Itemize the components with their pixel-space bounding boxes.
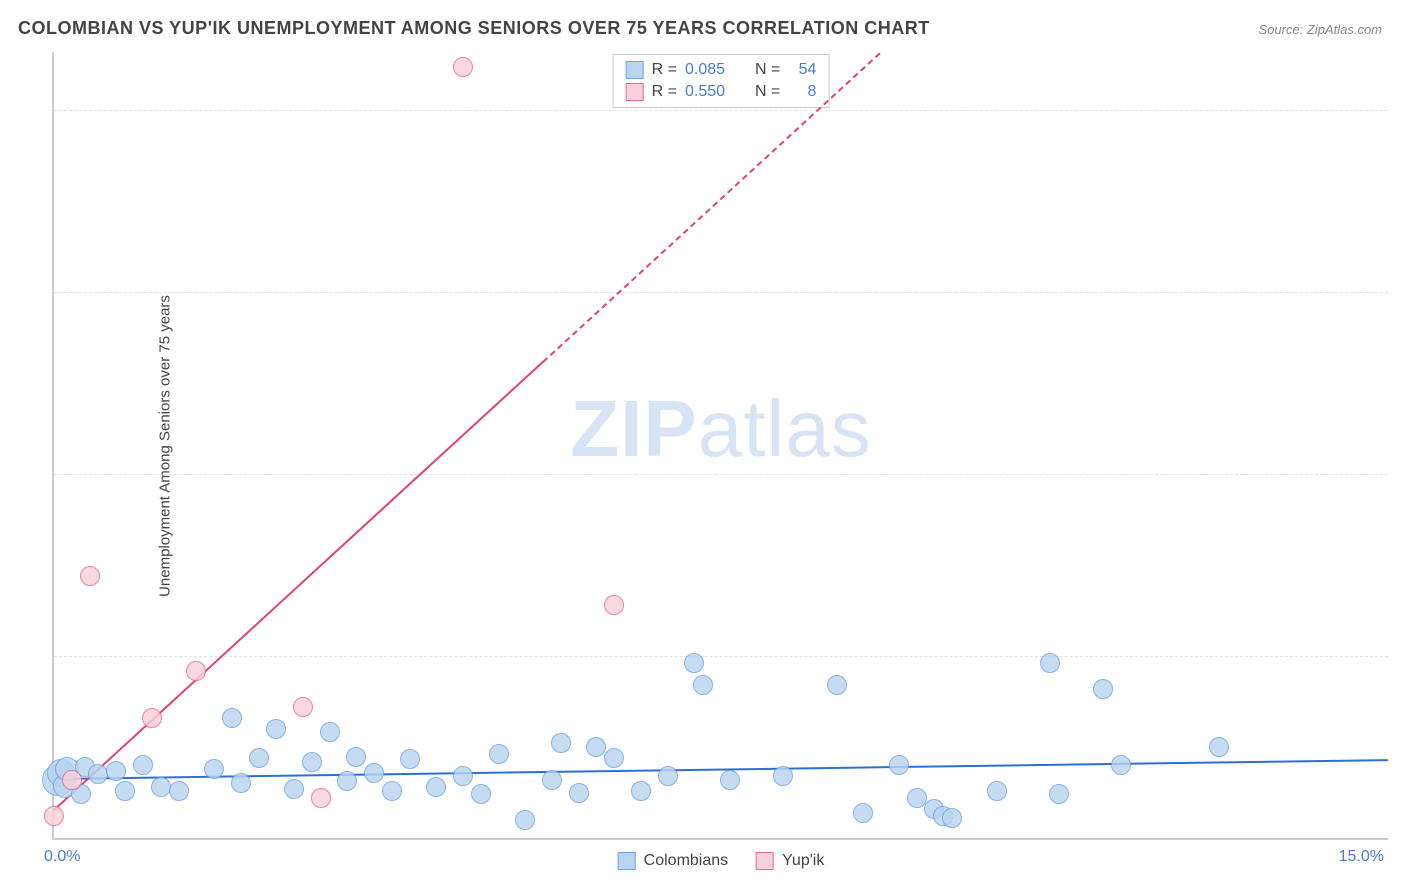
data-point xyxy=(133,755,153,775)
stats-legend: R =0.085N =54R =0.550N =8 xyxy=(613,54,830,108)
data-point xyxy=(204,759,224,779)
legend-label: Colombians xyxy=(644,852,728,870)
trend-line xyxy=(53,361,543,811)
data-point xyxy=(773,766,793,786)
y-tick-label: 50.0% xyxy=(1396,465,1406,483)
data-point xyxy=(1111,755,1131,775)
data-point xyxy=(907,788,927,808)
chart-title: COLOMBIAN VS YUP'IK UNEMPLOYMENT AMONG S… xyxy=(18,18,930,39)
legend-label: Yup'ik xyxy=(782,852,824,870)
source-attribution: Source: ZipAtlas.com xyxy=(1258,22,1382,37)
data-point xyxy=(44,806,64,826)
data-point xyxy=(231,773,251,793)
data-point xyxy=(382,781,402,801)
data-point xyxy=(471,784,491,804)
data-point xyxy=(684,653,704,673)
data-point xyxy=(364,763,384,783)
data-point xyxy=(453,57,473,77)
data-point xyxy=(311,788,331,808)
gridline xyxy=(54,474,1388,475)
data-point xyxy=(693,675,713,695)
data-point xyxy=(88,764,108,784)
data-point xyxy=(631,781,651,801)
stats-row: R =0.550N =8 xyxy=(626,81,817,103)
data-point xyxy=(80,566,100,586)
data-point xyxy=(115,781,135,801)
data-point xyxy=(942,808,962,828)
data-point xyxy=(987,781,1007,801)
stats-row: R =0.085N =54 xyxy=(626,59,817,81)
data-point xyxy=(142,708,162,728)
data-point xyxy=(266,719,286,739)
data-point xyxy=(586,737,606,757)
data-point xyxy=(62,770,82,790)
data-point xyxy=(169,781,189,801)
legend-swatch xyxy=(626,83,644,101)
legend-swatch xyxy=(756,852,774,870)
data-point xyxy=(346,747,366,767)
y-tick-label: 25.0% xyxy=(1396,647,1406,665)
data-point xyxy=(658,766,678,786)
data-point xyxy=(302,752,322,772)
data-point xyxy=(604,595,624,615)
gridline xyxy=(54,656,1388,657)
data-point xyxy=(515,810,535,830)
data-point xyxy=(151,777,171,797)
data-point xyxy=(542,770,562,790)
data-point xyxy=(320,722,340,742)
series-legend: Colombians Yup'ik xyxy=(618,852,825,870)
data-point xyxy=(1040,653,1060,673)
data-point xyxy=(1049,784,1069,804)
data-point xyxy=(1093,679,1113,699)
data-point xyxy=(827,675,847,695)
data-point xyxy=(453,766,473,786)
plot-area: ZIPatlas R =0.085N =54R =0.550N =8 Colom… xyxy=(52,52,1388,840)
data-point xyxy=(604,748,624,768)
data-point xyxy=(853,803,873,823)
legend-swatch xyxy=(618,852,636,870)
y-tick-label: 100.0% xyxy=(1396,101,1406,119)
legend-item: Yup'ik xyxy=(756,852,824,870)
data-point xyxy=(293,697,313,717)
legend-swatch xyxy=(626,61,644,79)
data-point xyxy=(489,744,509,764)
gridline xyxy=(54,110,1388,111)
y-tick-label: 75.0% xyxy=(1396,283,1406,301)
data-point xyxy=(569,783,589,803)
data-point xyxy=(186,661,206,681)
watermark: ZIPatlas xyxy=(570,383,871,475)
legend-item: Colombians xyxy=(618,852,728,870)
data-point xyxy=(551,733,571,753)
data-point xyxy=(426,777,446,797)
data-point xyxy=(1209,737,1229,757)
data-point xyxy=(106,761,126,781)
x-tick-max: 15.0% xyxy=(1339,848,1384,866)
data-point xyxy=(720,770,740,790)
gridline xyxy=(54,292,1388,293)
data-point xyxy=(222,708,242,728)
data-point xyxy=(284,779,304,799)
data-point xyxy=(889,755,909,775)
data-point xyxy=(400,749,420,769)
data-point xyxy=(249,748,269,768)
data-point xyxy=(337,771,357,791)
x-tick-min: 0.0% xyxy=(44,848,80,866)
